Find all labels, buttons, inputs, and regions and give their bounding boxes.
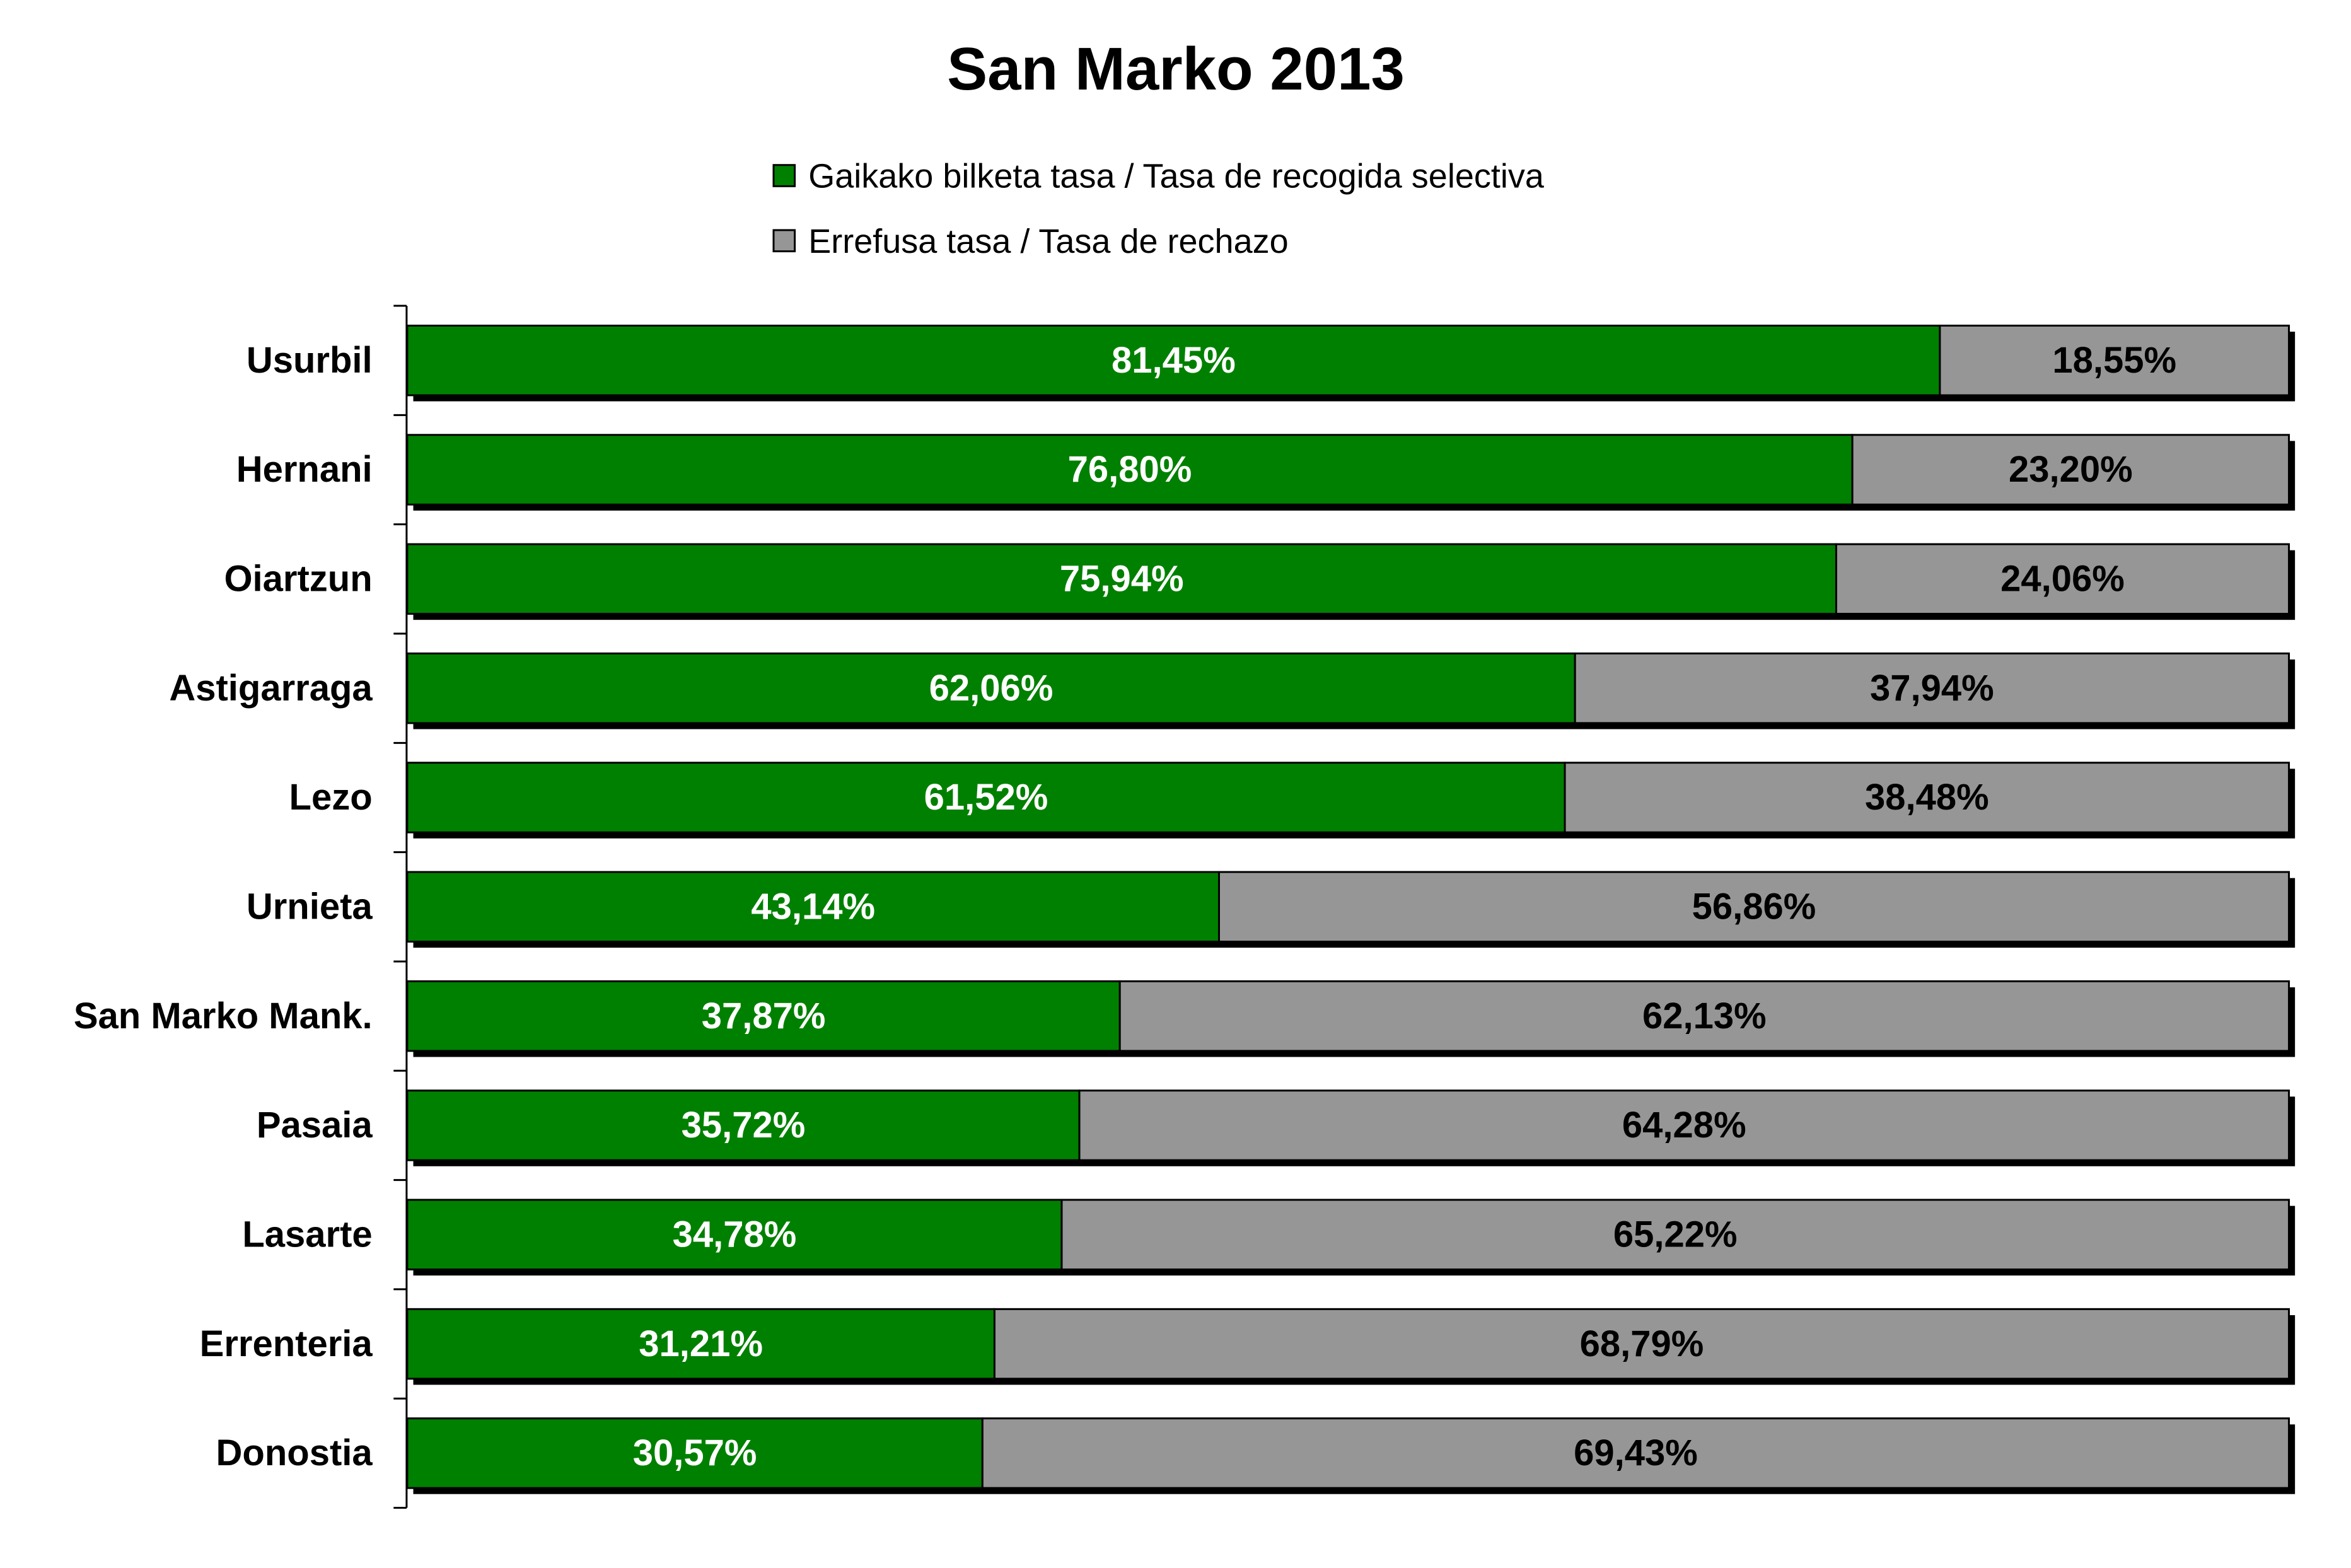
bars-group: 81,45% 18,55% 76,80% 23,20% 75,94% 24,06% 62,0… [406,324,2296,1494]
bar-segment-s2-10 [993,1308,2290,1380]
category-label-8: Pasaia [257,1105,373,1146]
bar-row-8: 35,72% 64,28% [406,1089,2296,1166]
bar-segment-s1-10 [406,1308,996,1380]
legend-item-1: Gaikako bilketa tasa / Tasa de recogida … [772,158,1545,195]
legend-label-2: Errefusa tasa / Tasa de rechazo [808,223,1288,260]
data-label-s1-6: 43,14% [751,886,875,927]
legend-item-2: Errefusa tasa / Tasa de rechazo [772,223,1289,260]
bar-segment-s1-5 [406,762,1566,833]
category-label-6: Urnieta [247,886,373,927]
bar-row-10: 31,21% 68,79% [406,1308,2296,1385]
data-label-s1-11: 30,57% [633,1432,757,1473]
data-label-s1-8: 35,72% [682,1105,806,1146]
bar-segment-s2-11 [981,1417,2290,1489]
category-label-9: Lasarte [242,1214,372,1255]
bar-row-9: 34,78% 65,22% [406,1199,2296,1276]
bar-segment-s2-9 [1060,1199,2290,1270]
data-label-s1-7: 37,87% [702,996,826,1037]
bar-segment-s1-9 [406,1199,1063,1270]
bar-segment-s1-7 [406,980,1121,1052]
legend-label-1: Gaikako bilketa tasa / Tasa de recogida … [808,158,1545,195]
category-label-4: Astigarraga [169,668,373,709]
data-label-s1-2: 76,80% [1068,449,1192,490]
bar-row-7: 37,87% 62,13% [406,980,2296,1057]
category-label-10: Errenteria [200,1323,373,1364]
data-label-s1-4: 62,06% [929,668,1054,709]
data-label-s2-10: 68,79% [1580,1323,1704,1364]
legend-swatch-1 [772,164,796,187]
data-label-s1-1: 81,45% [1112,340,1236,381]
data-label-s1-10: 31,21% [639,1323,763,1364]
category-label-5: Lezo [289,777,373,818]
category-label-2: Hernani [236,449,373,490]
data-label-s2-3: 24,06% [2000,559,2125,600]
bar-segment-s1-1 [406,324,1941,397]
bar-segment-s2-1 [1939,324,2290,397]
category-label-11: Donostia [216,1432,373,1473]
bar-segment-s1-8 [406,1089,1081,1161]
data-label-s2-2: 23,20% [2009,449,2133,490]
data-label-s2-8: 64,28% [1622,1105,1746,1146]
bar-segment-s2-7 [1118,980,2290,1052]
data-label-s2-11: 69,43% [1574,1432,1698,1473]
category-label-3: Oiartzun [224,559,372,600]
bar-segment-s1-11 [406,1417,984,1489]
data-label-s1-3: 75,94% [1060,559,1184,600]
data-label-s2-4: 37,94% [1870,668,1994,709]
bar-segment-s2-8 [1078,1089,2290,1161]
bar-segment-s2-5 [1564,762,2290,833]
bar-row-6: 43,14% 56,86% [406,871,2296,948]
bar-row-4: 62,06% 37,94% [406,652,2296,729]
data-label-s2-9: 65,22% [1613,1214,1738,1255]
data-label-s2-1: 18,55% [2052,340,2176,381]
category-axis: Usurbil Hernani Oiartzun Astigarraga Lezo Urn… [74,305,408,1509]
data-label-s2-7: 62,13% [1642,996,1767,1037]
data-label-s2-5: 38,48% [1865,777,1989,818]
category-label-7: San Marko Mank. [74,996,373,1037]
bar-row-1: 81,45% 18,55% [406,324,2296,402]
data-label-s2-6: 56,86% [1692,886,1816,927]
bar-segment-s1-6 [406,871,1220,943]
legend-swatch-2 [772,229,796,253]
bar-row-5: 61,52% 38,48% [406,762,2296,839]
data-label-s1-9: 34,78% [673,1214,797,1255]
bar-row-3: 75,94% 24,06% [406,543,2296,620]
bar-row-11: 30,57% 69,43% [406,1417,2296,1494]
bar-segment-s2-4 [1574,652,2290,724]
chart-title: San Marko 2013 [947,35,1405,103]
bar-segment-s2-3 [1835,543,2290,615]
bar-segment-s2-6 [1217,871,2290,943]
bar-segment-s2-2 [1851,434,2290,506]
bar-row-2: 76,80% 23,20% [406,434,2296,511]
legend: Gaikako bilketa tasa / Tasa de recogida … [772,158,1545,260]
bar-segment-s1-3 [406,543,1837,615]
bar-segment-s1-2 [406,434,1854,506]
bar-segment-s1-4 [406,652,1576,724]
data-label-s1-5: 61,52% [924,777,1048,818]
category-label-1: Usurbil [247,340,373,381]
